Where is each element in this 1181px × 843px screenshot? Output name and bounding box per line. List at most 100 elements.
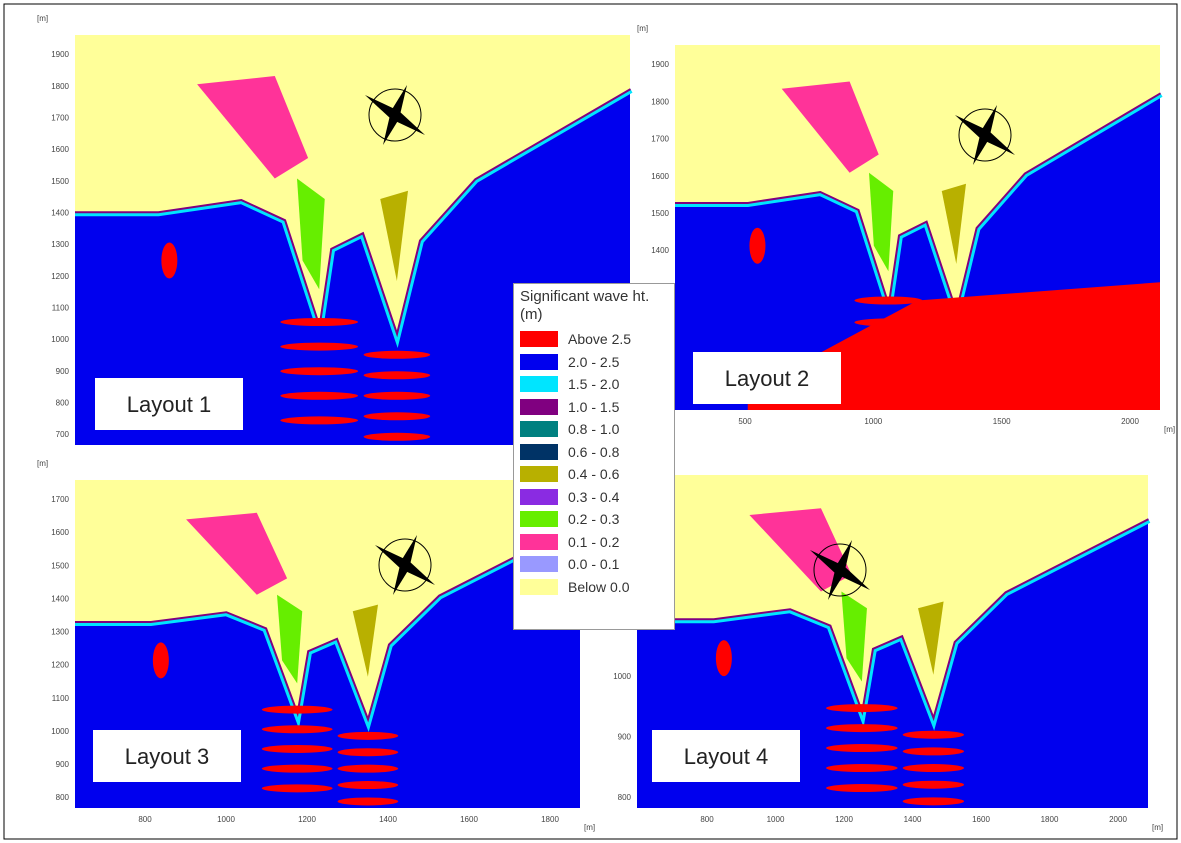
legend-entry: 0.1 - 0.2 [520, 531, 668, 554]
layout-label: Layout 4 [684, 744, 768, 769]
wave-crest [826, 724, 898, 732]
x-tick-label: 1500 [993, 417, 1011, 426]
wave-crest [262, 745, 333, 753]
legend-entry: 0.4 - 0.6 [520, 463, 668, 486]
wave-crest [280, 367, 358, 375]
legend-swatch [520, 579, 558, 595]
legend-label: 0.0 - 0.1 [568, 556, 619, 572]
x-tick-label: 800 [138, 815, 152, 824]
y-tick-label: 1000 [51, 335, 69, 344]
axis-unit: [m] [584, 823, 595, 832]
x-tick-label: 1600 [460, 815, 478, 824]
layout-label: Layout 3 [125, 744, 209, 769]
axis-unit: [m] [1164, 425, 1175, 434]
wave-crest [903, 747, 964, 755]
wave-crest [364, 392, 431, 400]
wave-patch [153, 642, 169, 678]
legend-entry: Above 2.5 [520, 328, 668, 351]
wave-crest [903, 764, 964, 772]
axis-unit: [m] [1152, 823, 1163, 832]
legend-swatch [520, 489, 558, 505]
x-tick-label: 1200 [835, 815, 853, 824]
y-tick-label: 1500 [51, 561, 69, 570]
y-tick-label: 1600 [51, 528, 69, 537]
legend-label: 1.0 - 1.5 [568, 399, 619, 415]
wave-crest [826, 704, 898, 712]
wave-crest [280, 392, 358, 400]
wave-crest [338, 732, 399, 740]
y-tick-label: 900 [56, 367, 70, 376]
legend-entry: 1.0 - 1.5 [520, 396, 668, 419]
legend-swatch [520, 354, 558, 370]
legend-entry: 0.3 - 0.4 [520, 486, 668, 509]
legend-label: 0.1 - 0.2 [568, 534, 619, 550]
y-tick-label: 1500 [51, 177, 69, 186]
wave-crest [280, 318, 358, 326]
wave-crest [262, 765, 333, 773]
legend-label: 0.6 - 0.8 [568, 444, 619, 460]
axis-unit: [m] [637, 24, 648, 33]
legend-label: 0.2 - 0.3 [568, 511, 619, 527]
y-tick-label: 1600 [651, 172, 669, 181]
y-tick-label: 1700 [51, 113, 69, 122]
x-tick-label: 1200 [298, 815, 316, 824]
wave-patch [749, 228, 765, 264]
legend-label: 0.3 - 0.4 [568, 489, 619, 505]
legend: Significant wave ht. (m) Above 2.52.0 - … [513, 283, 675, 630]
axis-unit: [m] [37, 459, 48, 468]
legend-swatch [520, 421, 558, 437]
wave-crest [903, 781, 964, 789]
x-tick-label: 1800 [1041, 815, 1059, 824]
y-tick-label: 900 [56, 760, 70, 769]
y-tick-label: 1800 [51, 82, 69, 91]
y-tick-label: 1400 [51, 594, 69, 603]
y-tick-label: 800 [618, 793, 632, 802]
y-tick-label: 1100 [52, 303, 70, 312]
legend-label: 1.5 - 2.0 [568, 376, 619, 392]
legend-swatch [520, 466, 558, 482]
x-tick-label: 500 [738, 417, 752, 426]
x-tick-label: 1000 [864, 417, 882, 426]
y-tick-label: 1800 [651, 97, 669, 106]
x-tick-label: 1800 [541, 815, 559, 824]
y-tick-label: 700 [56, 430, 70, 439]
y-tick-label: 1000 [51, 727, 69, 736]
y-tick-label: 900 [618, 733, 632, 742]
legend-swatch [520, 399, 558, 415]
legend-swatch [520, 534, 558, 550]
wave-crest [826, 784, 898, 792]
wave-crest [854, 297, 922, 305]
y-tick-label: 1300 [51, 628, 69, 637]
y-tick-label: 1500 [651, 209, 669, 218]
y-tick-label: 1200 [51, 272, 69, 281]
legend-swatch [520, 556, 558, 572]
wave-crest [903, 731, 964, 739]
legend-entry: 0.6 - 0.8 [520, 441, 668, 464]
legend-swatch [520, 444, 558, 460]
wave-crest [338, 765, 399, 773]
x-tick-label: 2000 [1121, 417, 1139, 426]
wave-crest [364, 433, 431, 441]
y-tick-label: 1900 [51, 50, 69, 59]
wave-crest [364, 351, 431, 359]
x-tick-label: 1000 [767, 815, 785, 824]
axis-unit: [m] [37, 14, 48, 23]
wave-crest [338, 748, 399, 756]
layout-label: Layout 1 [127, 392, 211, 417]
legend-label: 2.0 - 2.5 [568, 354, 619, 370]
wave-crest [280, 416, 358, 424]
wave-crest [826, 744, 898, 752]
y-tick-label: 1700 [651, 135, 669, 144]
x-tick-label: 1600 [972, 815, 990, 824]
wave-crest [338, 797, 399, 805]
x-tick-label: 1400 [904, 815, 922, 824]
legend-entry: 0.2 - 0.3 [520, 508, 668, 531]
wave-patch [716, 640, 732, 676]
legend-entry: 2.0 - 2.5 [520, 351, 668, 374]
wave-patch [161, 243, 177, 279]
layout-label: Layout 2 [725, 366, 809, 391]
y-tick-label: 1100 [52, 694, 70, 703]
legend-label: 0.4 - 0.6 [568, 466, 619, 482]
wave-crest [262, 725, 333, 733]
wave-crest [903, 797, 964, 805]
